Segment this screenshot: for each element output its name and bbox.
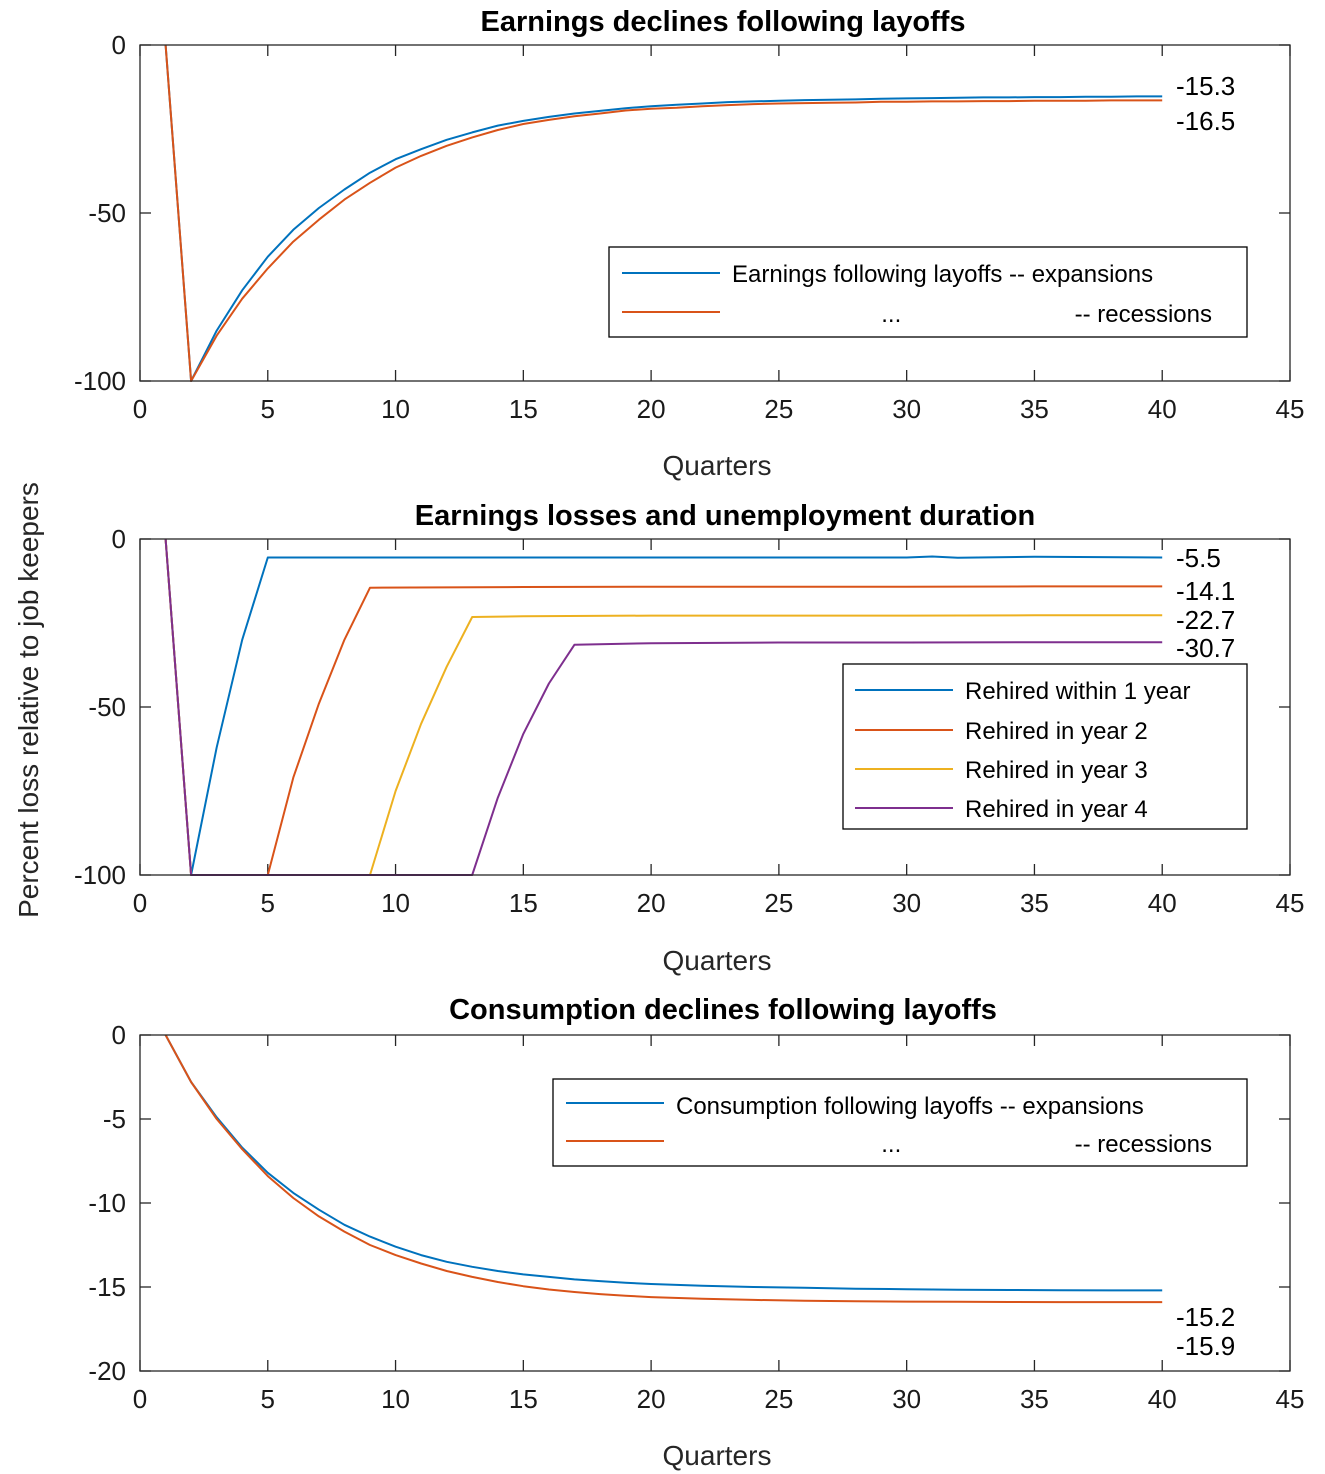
series-line-0 <box>164 44 1163 382</box>
x-tick-label: 10 <box>381 1384 410 1414</box>
y-tick-label: -50 <box>88 692 126 722</box>
legend: Consumption following layoffs -- expansi… <box>552 1078 1248 1167</box>
end-value-label: -14.1 <box>1176 576 1235 606</box>
x-tick-label: 35 <box>1020 888 1049 918</box>
y-tick-label: 0 <box>112 30 126 60</box>
x-tick-label: 45 <box>1276 394 1305 424</box>
end-value-label: -15.3 <box>1176 71 1235 101</box>
x-tick-label: 40 <box>1148 1384 1177 1414</box>
legend-label-expansions: Consumption following layoffs -- expansi… <box>676 1093 1144 1120</box>
shared-y-axis-label: Percent loss relative to job keepers <box>13 482 44 918</box>
x-tick-label: 30 <box>892 888 921 918</box>
legend-label-2: Rehired in year 3 <box>965 757 1148 784</box>
x-tick-label: 5 <box>261 1384 275 1414</box>
y-tick-label: -20 <box>88 1356 126 1386</box>
x-tick-label: 25 <box>764 394 793 424</box>
x-tick-label: 10 <box>381 394 410 424</box>
x-tick-label: 40 <box>1148 888 1177 918</box>
legend-label-3: Rehired in year 4 <box>965 796 1148 823</box>
legend: Rehired within 1 year Rehired in year 2 … <box>842 663 1248 830</box>
x-tick-label: 5 <box>261 394 275 424</box>
chart-title: Earnings losses and unemployment duratio… <box>415 500 1035 532</box>
plot-frame <box>139 1034 1291 1372</box>
chart-consumption-declines: Consumption declines following layoffs Q… <box>88 994 1304 1471</box>
x-tick-label: 25 <box>764 1384 793 1414</box>
x-tick-label: 35 <box>1020 394 1049 424</box>
legend-box <box>608 246 1248 338</box>
end-value-label: -15.9 <box>1176 1331 1235 1361</box>
legend-box <box>552 1078 1248 1167</box>
chart-earnings-duration: Earnings losses and unemployment duratio… <box>74 500 1305 976</box>
x-tick-label: 25 <box>764 888 793 918</box>
x-tick-label: 45 <box>1276 1384 1305 1414</box>
chart-earnings-declines: Earnings declines following layoffs Quar… <box>74 6 1305 481</box>
legend-label-0: Rehired within 1 year <box>965 678 1190 705</box>
series-line-1 <box>164 44 1163 382</box>
series-line-0 <box>164 1034 1163 1292</box>
plot-frame <box>139 538 1291 876</box>
x-axis-label: Quarters <box>663 1440 772 1471</box>
chart-title: Earnings declines following layoffs <box>480 6 965 38</box>
x-tick-label: 10 <box>381 888 410 918</box>
x-axis-label: Quarters <box>663 450 772 481</box>
end-value-label: -5.5 <box>1176 543 1221 573</box>
legend: Earnings following layoffs -- expansions… <box>608 246 1248 338</box>
x-tick-label: 15 <box>509 394 538 424</box>
x-tick-label: 0 <box>133 394 147 424</box>
chart-title: Consumption declines following layoffs <box>449 994 997 1026</box>
legend-label-recessions: ... -- recessions <box>881 1131 1212 1158</box>
series-line-0 <box>164 538 1163 876</box>
x-tick-label: 30 <box>892 394 921 424</box>
y-tick-label: -100 <box>74 366 126 396</box>
x-tick-label: 20 <box>637 394 666 424</box>
y-tick-label: -15 <box>88 1272 126 1302</box>
x-tick-label: 40 <box>1148 394 1177 424</box>
y-tick-label: -50 <box>88 198 126 228</box>
x-tick-label: 35 <box>1020 1384 1049 1414</box>
legend-label-expansions: Earnings following layoffs -- expansions <box>732 261 1153 288</box>
y-tick-label: 0 <box>112 524 126 554</box>
x-tick-label: 5 <box>261 888 275 918</box>
end-value-label: -30.7 <box>1176 633 1235 663</box>
end-value-label: -22.7 <box>1176 605 1235 635</box>
y-tick-label: -10 <box>88 1188 126 1218</box>
legend-label-1: Rehired in year 2 <box>965 718 1148 745</box>
x-tick-label: 45 <box>1276 888 1305 918</box>
end-value-label: -15.2 <box>1176 1302 1235 1332</box>
end-value-label: -16.5 <box>1176 106 1235 136</box>
x-axis-label: Quarters <box>663 945 772 976</box>
legend-box <box>842 663 1248 830</box>
y-tick-label: 0 <box>112 1020 126 1050</box>
x-tick-label: 30 <box>892 1384 921 1414</box>
plot-frame <box>139 44 1291 382</box>
x-tick-label: 15 <box>509 888 538 918</box>
y-tick-label: -5 <box>103 1104 126 1134</box>
legend-label-recessions: ... -- recessions <box>881 301 1212 328</box>
y-tick-label: -100 <box>74 860 126 890</box>
x-tick-label: 0 <box>133 888 147 918</box>
series-line-1 <box>164 1034 1163 1304</box>
x-tick-label: 0 <box>133 1384 147 1414</box>
x-tick-label: 20 <box>637 888 666 918</box>
x-tick-label: 15 <box>509 1384 538 1414</box>
x-tick-label: 20 <box>637 1384 666 1414</box>
